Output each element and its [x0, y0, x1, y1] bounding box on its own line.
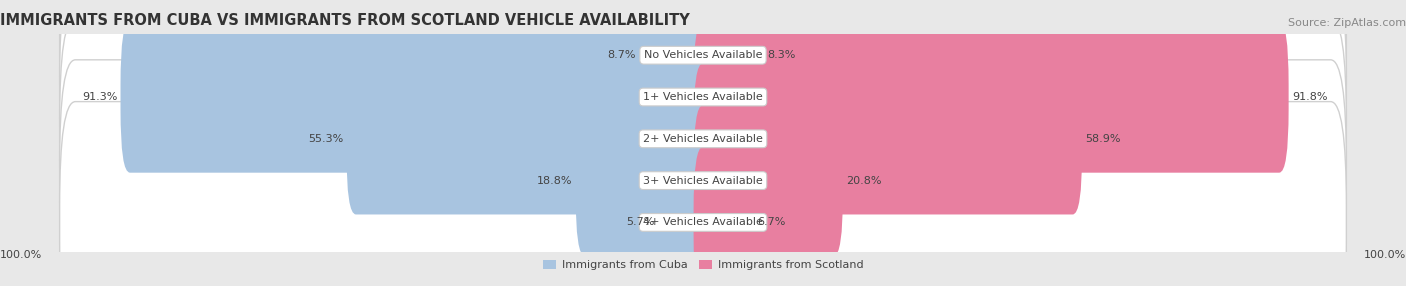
Text: 4+ Vehicles Available: 4+ Vehicles Available: [643, 217, 763, 227]
Text: No Vehicles Available: No Vehicles Available: [644, 50, 762, 60]
FancyBboxPatch shape: [346, 63, 713, 214]
FancyBboxPatch shape: [59, 0, 1347, 176]
Text: 20.8%: 20.8%: [846, 176, 882, 186]
FancyBboxPatch shape: [693, 21, 1289, 173]
Legend: Immigrants from Cuba, Immigrants from Scotland: Immigrants from Cuba, Immigrants from Sc…: [541, 257, 865, 272]
Text: 91.3%: 91.3%: [82, 92, 117, 102]
FancyBboxPatch shape: [638, 0, 713, 131]
Text: IMMIGRANTS FROM CUBA VS IMMIGRANTS FROM SCOTLAND VEHICLE AVAILABILITY: IMMIGRANTS FROM CUBA VS IMMIGRANTS FROM …: [0, 13, 690, 28]
Text: 58.9%: 58.9%: [1085, 134, 1121, 144]
Text: 8.7%: 8.7%: [607, 50, 636, 60]
Text: 91.8%: 91.8%: [1292, 92, 1327, 102]
FancyBboxPatch shape: [59, 60, 1347, 286]
FancyBboxPatch shape: [59, 18, 1347, 260]
FancyBboxPatch shape: [693, 63, 1083, 214]
Text: 100.0%: 100.0%: [0, 250, 42, 260]
FancyBboxPatch shape: [658, 147, 713, 286]
FancyBboxPatch shape: [59, 0, 1347, 218]
Text: 8.3%: 8.3%: [768, 50, 796, 60]
FancyBboxPatch shape: [575, 105, 713, 256]
Text: 2+ Vehicles Available: 2+ Vehicles Available: [643, 134, 763, 144]
FancyBboxPatch shape: [693, 105, 844, 256]
FancyBboxPatch shape: [59, 102, 1347, 286]
Text: 6.7%: 6.7%: [758, 217, 786, 227]
Text: 100.0%: 100.0%: [1364, 250, 1406, 260]
Text: 3+ Vehicles Available: 3+ Vehicles Available: [643, 176, 763, 186]
Text: Source: ZipAtlas.com: Source: ZipAtlas.com: [1288, 18, 1406, 28]
Text: 5.7%: 5.7%: [626, 217, 655, 227]
Text: 55.3%: 55.3%: [308, 134, 343, 144]
Text: 1+ Vehicles Available: 1+ Vehicles Available: [643, 92, 763, 102]
FancyBboxPatch shape: [693, 147, 755, 286]
FancyBboxPatch shape: [693, 0, 765, 131]
FancyBboxPatch shape: [121, 21, 713, 173]
Text: 18.8%: 18.8%: [537, 176, 572, 186]
